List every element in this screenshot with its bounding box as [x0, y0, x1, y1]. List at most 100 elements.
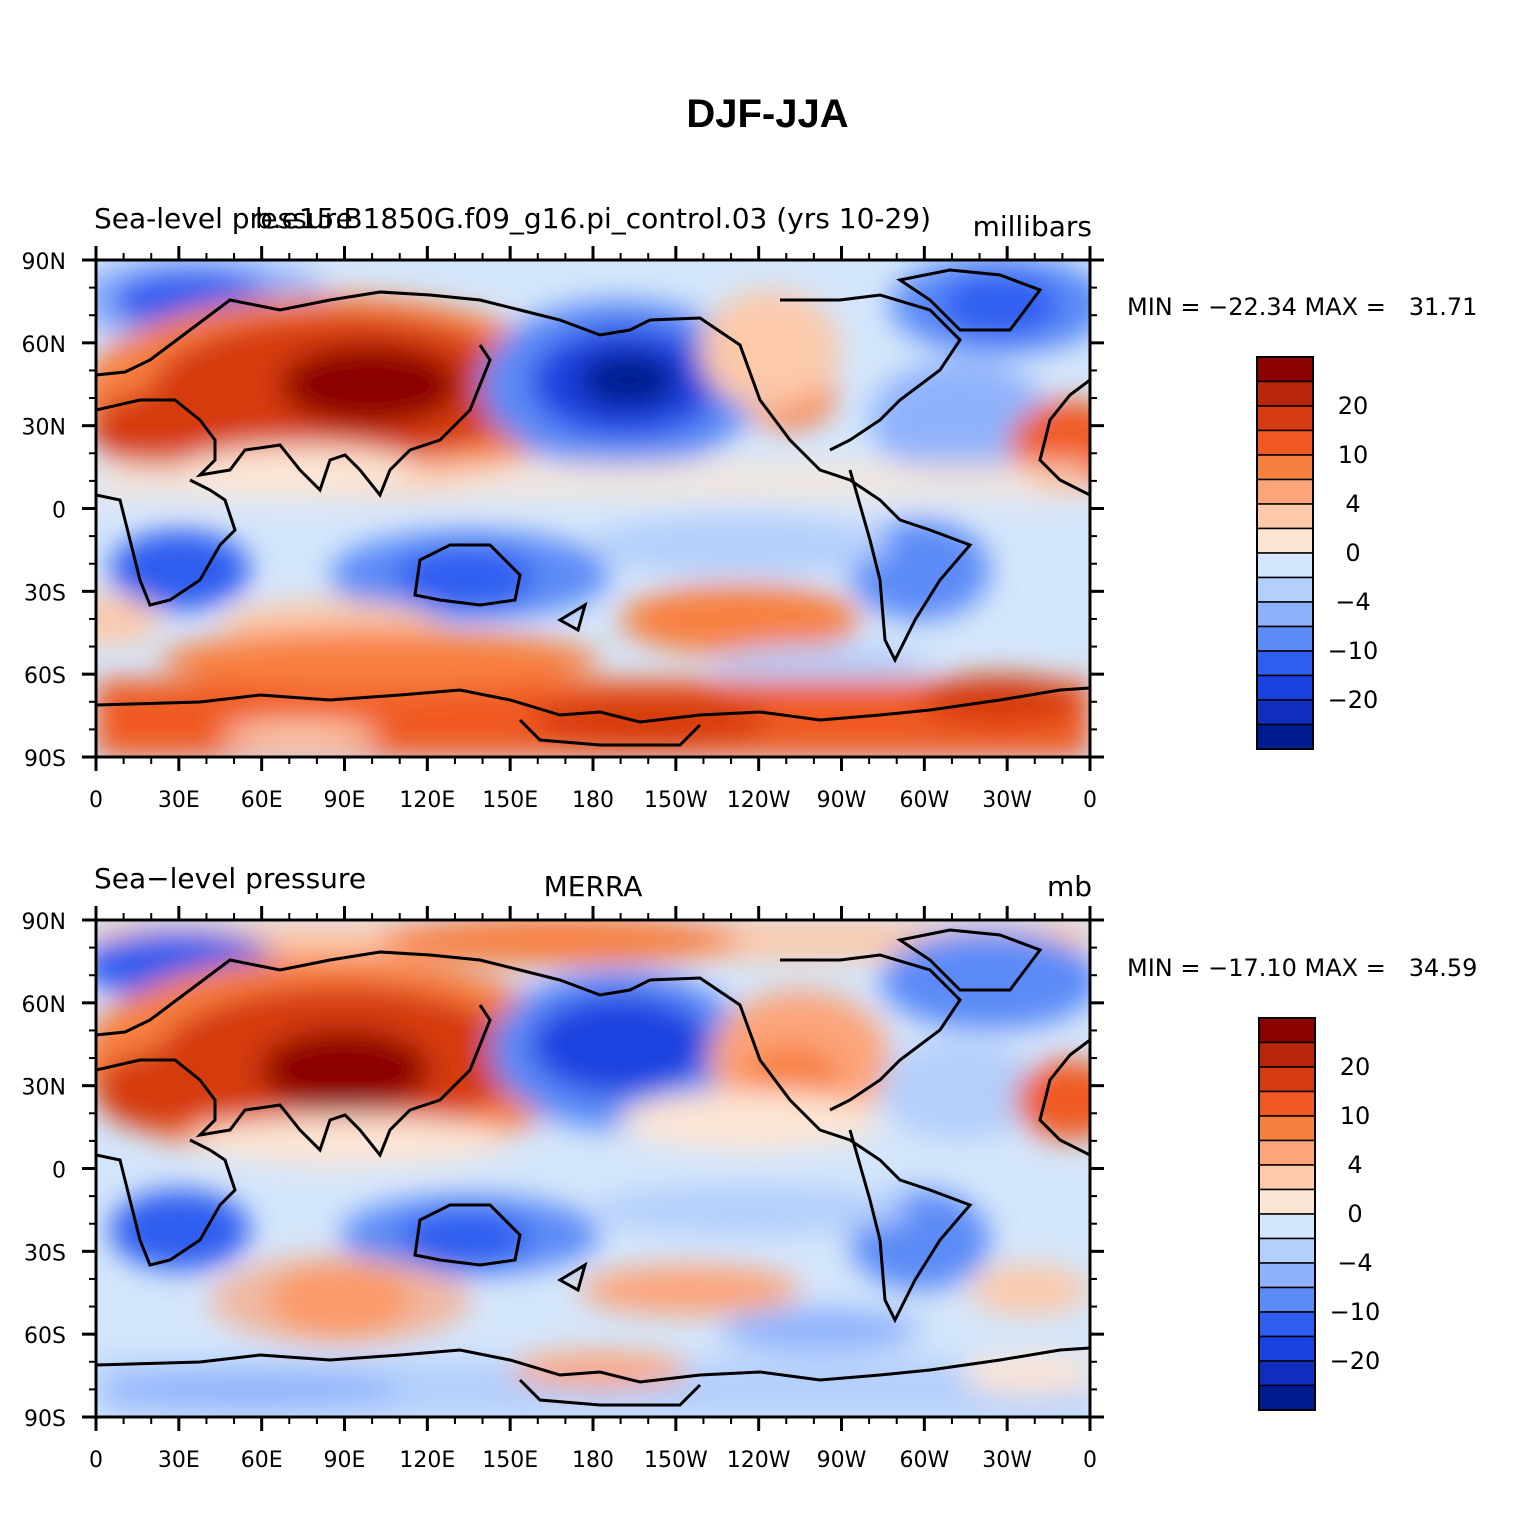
colorbar-swatch	[1256, 503, 1314, 530]
colorbar-swatch	[1258, 1335, 1316, 1362]
colorbar-label: −10	[1330, 1298, 1381, 1326]
colorbar-swatch	[1256, 625, 1314, 652]
panel-left-title: Sea-level pressure	[94, 202, 353, 235]
colorbar-swatch	[1256, 552, 1314, 579]
colorbar-label: 0	[1347, 1200, 1362, 1228]
longitude-tick-label: 150E	[482, 1448, 538, 1473]
longitude-tick-label: 120W	[727, 788, 791, 813]
panel-units: mb	[1047, 870, 1092, 903]
colorbar-label: −20	[1328, 686, 1379, 714]
min-max-stats: MIN = −22.34 MAX = 31.71	[1127, 293, 1477, 321]
longitude-tick-label: 0	[89, 788, 103, 813]
latitude-tick-label: 60S	[24, 1324, 66, 1349]
longitude-tick-label: 60E	[241, 788, 283, 813]
longitude-tick-label: 30W	[982, 1448, 1032, 1473]
longitude-tick-label: 60W	[899, 788, 949, 813]
colorbar-swatch	[1258, 1164, 1316, 1191]
colorbar-label: 10	[1338, 441, 1369, 469]
latitude-tick-label: 90N	[22, 250, 66, 275]
colorbar-swatch	[1258, 1360, 1316, 1387]
colorbar: 20 10 4 0 −4 −10 −20	[1256, 356, 1379, 750]
latitude-tick-label: 90N	[22, 910, 66, 935]
colorbar-swatch	[1256, 576, 1314, 603]
longitude-tick-label: 0	[1083, 1448, 1097, 1473]
min-max-stats: MIN = −17.10 MAX = 34.59	[1127, 954, 1477, 982]
colorbar-swatch	[1256, 699, 1314, 726]
colorbar-label: −20	[1330, 1347, 1381, 1375]
model-map-panel: Sea-level pressure b.e15.B1850G.f09_g16.…	[22, 202, 1478, 813]
longitude-tick-label: 0	[1083, 788, 1097, 813]
latitude-tick-label: 0	[52, 1159, 66, 1184]
longitude-tick-label: 150W	[644, 788, 708, 813]
colorbar-swatch	[1256, 356, 1314, 383]
longitude-tick-label: 180	[572, 788, 614, 813]
merra-map-panel: Sea−level pressure MERRA mb	[22, 862, 1478, 1473]
colorbar-label: 10	[1340, 1102, 1371, 1130]
colorbar-swatch	[1256, 674, 1314, 701]
latitude-tick-label: 0	[52, 499, 66, 524]
colorbar: 20 10 4 0 −4 −10 −20	[1258, 1017, 1381, 1411]
colorbar-label: −4	[1335, 588, 1370, 616]
colorbar-swatch	[1256, 429, 1314, 456]
colorbar-swatch	[1256, 601, 1314, 628]
colorbar-label: −10	[1328, 637, 1379, 665]
colorbar-swatch	[1258, 1384, 1316, 1411]
panel-units: millibars	[973, 210, 1092, 243]
longitude-tick-label: 90E	[324, 1448, 366, 1473]
colorbar-swatch	[1258, 1237, 1316, 1264]
longitude-tick-label: 30E	[158, 1448, 200, 1473]
pressure-field	[96, 920, 1090, 1417]
longitude-tick-label: 60E	[241, 1448, 283, 1473]
panel-left-title: Sea−level pressure	[94, 862, 366, 895]
longitude-tick-label: 30W	[982, 788, 1032, 813]
colorbar-swatch	[1258, 1139, 1316, 1166]
longitude-tick-label: 150E	[482, 788, 538, 813]
colorbar-label: 4	[1347, 1151, 1362, 1179]
longitude-tick-label: 150W	[644, 1448, 708, 1473]
coastlines	[96, 268, 1090, 747]
colorbar-swatch	[1256, 454, 1314, 481]
colorbar-label: 0	[1345, 539, 1360, 567]
colorbar-swatch	[1258, 1188, 1316, 1215]
latitude-tick-label: 90S	[24, 747, 66, 772]
longitude-tick-label: 30E	[158, 788, 200, 813]
longitude-labels: 0 30E 60E 90E 120E 150E 180 150W 120W 90W 60W 30W 0	[89, 788, 1097, 813]
colorbar-swatch	[1258, 1311, 1316, 1338]
colorbar-swatch	[1256, 527, 1314, 554]
panel-center-title: b.e15.B1850G.f09_g16.pi_control.03 (yrs …	[255, 202, 931, 235]
colorbar-swatch	[1258, 1213, 1316, 1240]
pressure-field	[96, 260, 1090, 757]
longitude-tick-label: 90W	[817, 1448, 867, 1473]
latitude-tick-label: 30S	[24, 581, 66, 606]
axis-ticks	[82, 246, 1104, 771]
longitude-tick-label: 120E	[399, 788, 455, 813]
colorbar-swatch	[1258, 1262, 1316, 1289]
longitude-tick-label: 120E	[399, 1448, 455, 1473]
colorbar-swatch	[1258, 1041, 1316, 1068]
colorbar-swatch	[1256, 723, 1314, 750]
colorbar-label: 4	[1345, 490, 1360, 518]
colorbar-swatch	[1256, 380, 1314, 407]
colorbar-label: 20	[1338, 392, 1369, 420]
longitude-tick-label: 90W	[817, 788, 867, 813]
latitude-tick-label: 30S	[24, 1241, 66, 1266]
latitude-tick-label: 30N	[22, 1076, 66, 1101]
latitude-labels: 90N 60N 30N 0 30S 60S 90S	[22, 250, 66, 772]
longitude-tick-label: 180	[572, 1448, 614, 1473]
panel-center-title: MERRA	[544, 870, 643, 903]
latitude-tick-label: 30N	[22, 416, 66, 441]
colorbar-swatch	[1258, 1286, 1316, 1313]
longitude-tick-label: 0	[89, 1448, 103, 1473]
colorbar-label: −4	[1337, 1249, 1372, 1277]
latitude-tick-label: 90S	[24, 1407, 66, 1432]
colorbar-swatch	[1256, 405, 1314, 432]
latitude-tick-label: 60N	[22, 993, 66, 1018]
colorbar-swatch	[1258, 1017, 1316, 1044]
axis-ticks	[82, 906, 1104, 1431]
colorbar-swatch	[1258, 1090, 1316, 1117]
latitude-tick-label: 60S	[24, 664, 66, 689]
latitude-tick-label: 60N	[22, 333, 66, 358]
longitude-tick-label: 60W	[899, 1448, 949, 1473]
figure-title: DJF-JJA	[686, 92, 849, 136]
longitude-tick-label: 120W	[727, 1448, 791, 1473]
